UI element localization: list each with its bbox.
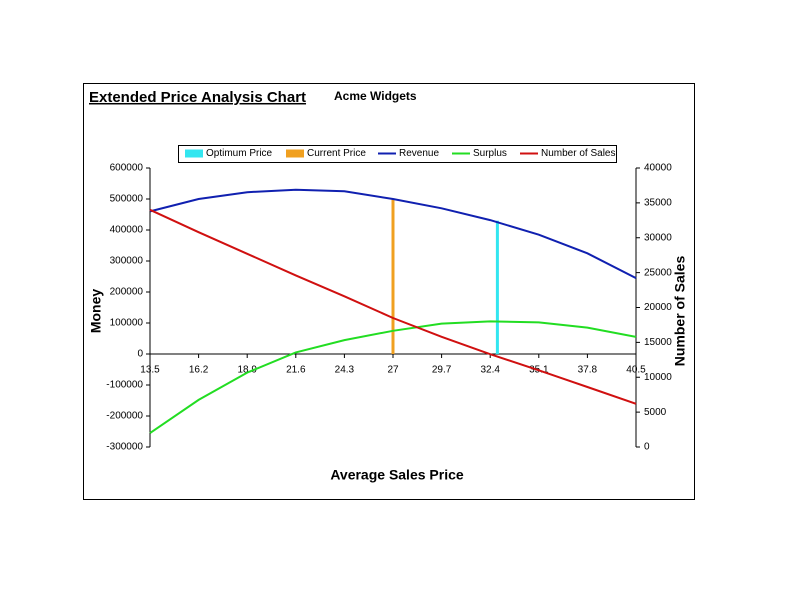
legend-label: Revenue	[399, 148, 439, 159]
y-axis-label: Money	[88, 289, 104, 334]
x-axis-label: Average Sales Price	[330, 467, 464, 483]
y2-tick-label: 35000	[644, 198, 672, 209]
y-tick-label: -200000	[106, 411, 143, 422]
y-tick-label: 300000	[110, 256, 144, 267]
legend-label: Number of Sales	[541, 148, 615, 159]
legend-label: Surplus	[473, 148, 507, 159]
y-tick-label: 600000	[110, 163, 144, 174]
y-tick-label: -300000	[106, 442, 143, 453]
x-tick-label: 21.6	[286, 365, 306, 376]
legend-swatch	[185, 149, 203, 158]
y2-tick-label: 10000	[644, 372, 672, 383]
x-tick-label: 40.5	[626, 365, 646, 376]
y-tick-label: 100000	[110, 318, 144, 329]
x-tick-label: 37.8	[578, 365, 598, 376]
legend-label: Optimum Price	[206, 148, 273, 159]
chart-subtitle: Acme Widgets	[334, 89, 417, 103]
x-tick-label: 16.2	[189, 365, 209, 376]
y2-tick-label: 25000	[644, 267, 672, 278]
legend-label: Current Price	[307, 148, 366, 159]
y2-axis-label: Number of Sales	[672, 256, 688, 367]
y2-tick-label: 20000	[644, 302, 672, 313]
price-marker	[495, 220, 499, 354]
series-line	[149, 208, 637, 405]
y-tick-label: -100000	[106, 380, 143, 391]
x-tick-label: 13.5	[140, 365, 160, 376]
x-tick-label: 32.4	[480, 365, 500, 376]
y2-tick-label: 30000	[644, 232, 672, 243]
x-tick-label: 18.9	[237, 365, 257, 376]
series-line	[149, 320, 637, 434]
y2-tick-label: 40000	[644, 163, 672, 174]
y2-tick-label: 15000	[644, 337, 672, 348]
legend-swatch	[286, 149, 304, 158]
y2-tick-label: 0	[644, 442, 650, 453]
series-line	[149, 188, 637, 279]
y-tick-label: 200000	[110, 287, 144, 298]
y-tick-label: 500000	[110, 194, 144, 205]
x-tick-label: 24.3	[335, 365, 355, 376]
chart-title: Extended Price Analysis Chart	[89, 89, 306, 106]
x-tick-label: 29.7	[432, 365, 452, 376]
y2-tick-label: 5000	[644, 407, 667, 418]
price-marker	[391, 199, 395, 354]
y-tick-label: 0	[137, 349, 143, 360]
x-tick-label: 27	[387, 365, 399, 376]
y-tick-label: 400000	[110, 225, 144, 236]
